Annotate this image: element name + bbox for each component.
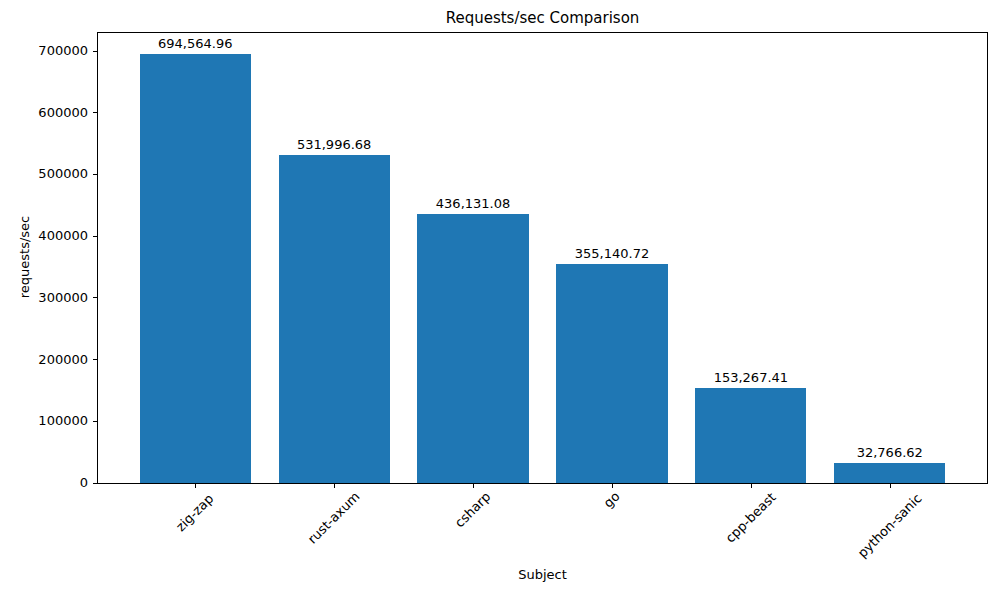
plot-area: 694,564.96 531,996.68 436,131.08 355,140.72…: [97, 32, 988, 484]
bar-rust-axum: [279, 155, 390, 483]
x-tick-mark: [890, 484, 891, 488]
x-axis-label: Subject: [97, 567, 988, 582]
y-tick-mark: [93, 51, 97, 52]
y-tick-label: 200000: [8, 352, 88, 368]
bar-value-label: 436,131.08: [403, 196, 543, 211]
y-tick-label: 600000: [8, 105, 88, 121]
x-tick-label-csharp: csharp: [453, 490, 494, 531]
y-tick-label: 100000: [8, 413, 88, 429]
x-tick-label-cpp-beast: cpp-beast: [723, 490, 778, 545]
x-tick-label-zig-zap: zig-zap: [174, 491, 217, 534]
y-tick-mark: [93, 236, 97, 237]
x-tick-mark: [473, 484, 474, 488]
y-tick-label: 0: [8, 475, 88, 491]
bar-go: [556, 264, 667, 483]
bar-zig-zap: [140, 54, 251, 483]
x-tick-mark: [195, 484, 196, 488]
x-tick-mark: [334, 484, 335, 488]
x-tick-mark: [612, 484, 613, 488]
y-tick-mark: [93, 359, 97, 360]
bar-value-label: 153,267.41: [681, 370, 821, 385]
y-tick-label: 500000: [8, 166, 88, 182]
y-tick-mark: [93, 174, 97, 175]
x-tick-label-rust-axum: rust-axum: [306, 489, 363, 546]
bar-python-sanic: [834, 463, 945, 483]
bar-value-label: 355,140.72: [542, 246, 682, 261]
bar-value-label: 32,766.62: [820, 445, 960, 460]
y-tick-mark: [93, 483, 97, 484]
bar-value-label: 531,996.68: [264, 137, 404, 152]
x-tick-label-python-sanic: python-sanic: [855, 491, 924, 560]
bar-value-label: 694,564.96: [125, 36, 265, 51]
x-tick-mark: [751, 484, 752, 488]
bar-chart: Requests/sec Comparison requests/sec Sub…: [0, 0, 1000, 600]
bar-cpp-beast: [695, 388, 806, 483]
y-tick-mark: [93, 297, 97, 298]
y-tick-label: 400000: [8, 228, 88, 244]
chart-title: Requests/sec Comparison: [97, 9, 988, 27]
x-tick-label-go: go: [601, 489, 622, 510]
y-tick-mark: [93, 421, 97, 422]
bar-csharp: [417, 214, 528, 483]
y-tick-label: 700000: [8, 43, 88, 59]
y-tick-mark: [93, 112, 97, 113]
y-tick-label: 300000: [8, 290, 88, 306]
